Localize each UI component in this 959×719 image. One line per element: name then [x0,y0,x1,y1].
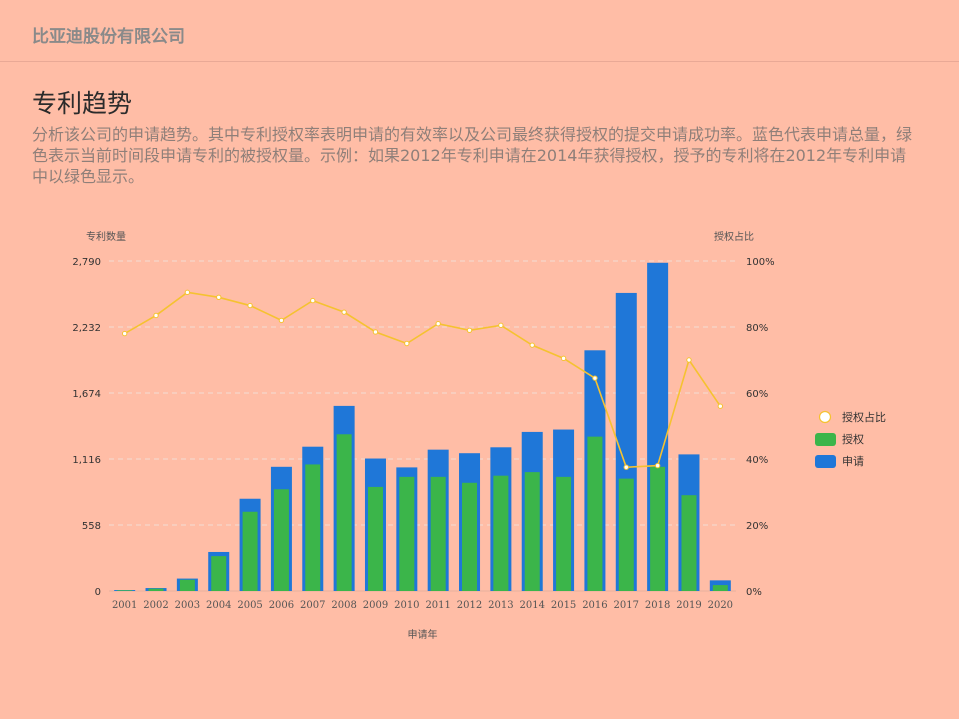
x-tick-label: 2014 [519,600,544,611]
x-tick-label: 2002 [143,600,168,611]
x-axis-title: 申请年 [408,628,438,641]
x-tick-label: 2020 [708,600,733,611]
grant-ratio-point [717,403,724,409]
grant-ratio-point [372,329,379,335]
y-right-tick-label: 20% [746,521,768,532]
grant-bar [273,489,289,591]
y-left-tick-label: 2,790 [72,257,101,268]
y-left-tick-label: 1,674 [72,389,101,400]
x-tick-label: 2009 [363,600,388,611]
y-left-tick-label: 2,232 [72,323,101,334]
legend-grant-label: 授权 [842,432,864,446]
x-tick-label: 2013 [488,600,513,611]
grant-bar [305,464,321,591]
y-left-tick-label: 0 [95,587,101,598]
grant-bar [336,434,352,591]
grant-bar [462,482,478,591]
y-left-axis-title: 专利数量 [86,230,126,243]
grant-bar [367,486,383,591]
x-tick-label: 2001 [112,600,137,611]
grant-bar [650,466,666,591]
legend-ratio-label: 授权占比 [842,410,886,424]
legend-application-swatch [815,455,836,468]
grant-ratio-point [654,462,661,469]
section-description: 分析该公司的申请趋势。其中专利授权率表明申请的有效率以及公司最终获得授权的提交申… [32,125,913,186]
grant-ratio-point [686,357,692,363]
section-title: 专利趋势 [32,89,133,118]
legend-application-label: 申请 [842,455,864,468]
legend-ratio-swatch [818,410,832,424]
y-right-tick-label: 100% [746,257,775,268]
grant-bar [211,556,227,591]
x-tick-label: 2003 [175,600,200,611]
x-tick-label: 2007 [300,600,325,611]
grant-ratio-point [592,375,598,381]
grant-ratio-point [466,327,473,333]
grant-bar [524,472,540,591]
x-tick-label: 2010 [394,600,419,611]
x-tick-label: 2005 [237,600,262,611]
x-tick-label: 2017 [614,600,639,611]
grant-bar [681,495,697,591]
grant-ratio-point [498,322,504,329]
y-right-tick-label: 0% [746,587,762,598]
legend-grant-swatch [815,433,836,446]
grant-bar [493,475,509,591]
grant-ratio-point [435,321,441,327]
grant-ratio-point [560,355,567,362]
grant-bar [618,478,634,591]
grant-ratio-point [184,289,191,296]
x-tick-label: 2019 [676,600,701,611]
grant-ratio-point [216,294,222,300]
x-tick-label: 2006 [269,600,294,611]
x-tick-label: 2015 [551,600,576,611]
grant-ratio-point [529,342,535,348]
grant-ratio-point [404,340,410,347]
x-tick-label: 2012 [457,600,482,611]
x-tick-label: 2018 [645,600,670,611]
grant-bar [556,476,572,591]
y-right-tick-label: 80% [746,323,768,334]
grant-ratio-point [278,317,285,324]
grant-bar [117,590,133,591]
x-tick-label: 2011 [425,600,450,611]
grant-ratio-point [623,464,629,470]
grant-bar [430,476,446,591]
y-right-tick-label: 40% [746,455,768,466]
grant-ratio-point [153,312,159,319]
y-left-tick-label: 558 [82,521,101,532]
grant-bar [242,511,258,591]
x-tick-label: 2004 [206,600,231,611]
x-tick-label: 2008 [331,600,356,611]
company-name: 比亚迪股份有限公司 [32,27,185,47]
grant-bar [179,579,195,591]
grant-bar [148,588,164,591]
grant-bar [399,476,415,591]
grant-ratio-point [310,297,316,304]
grant-ratio-point [121,330,128,337]
grant-ratio-point [247,302,253,309]
y-right-tick-label: 60% [746,389,768,400]
grant-ratio-point [341,309,347,315]
y-right-axis-title: 授权占比 [714,230,754,243]
x-tick-label: 2016 [582,600,607,611]
grant-ratio-line [124,291,721,469]
y-left-tick-label: 1,116 [72,455,101,466]
grant-bar [712,585,728,591]
grant-bar [587,436,603,591]
header-divider [0,61,959,62]
